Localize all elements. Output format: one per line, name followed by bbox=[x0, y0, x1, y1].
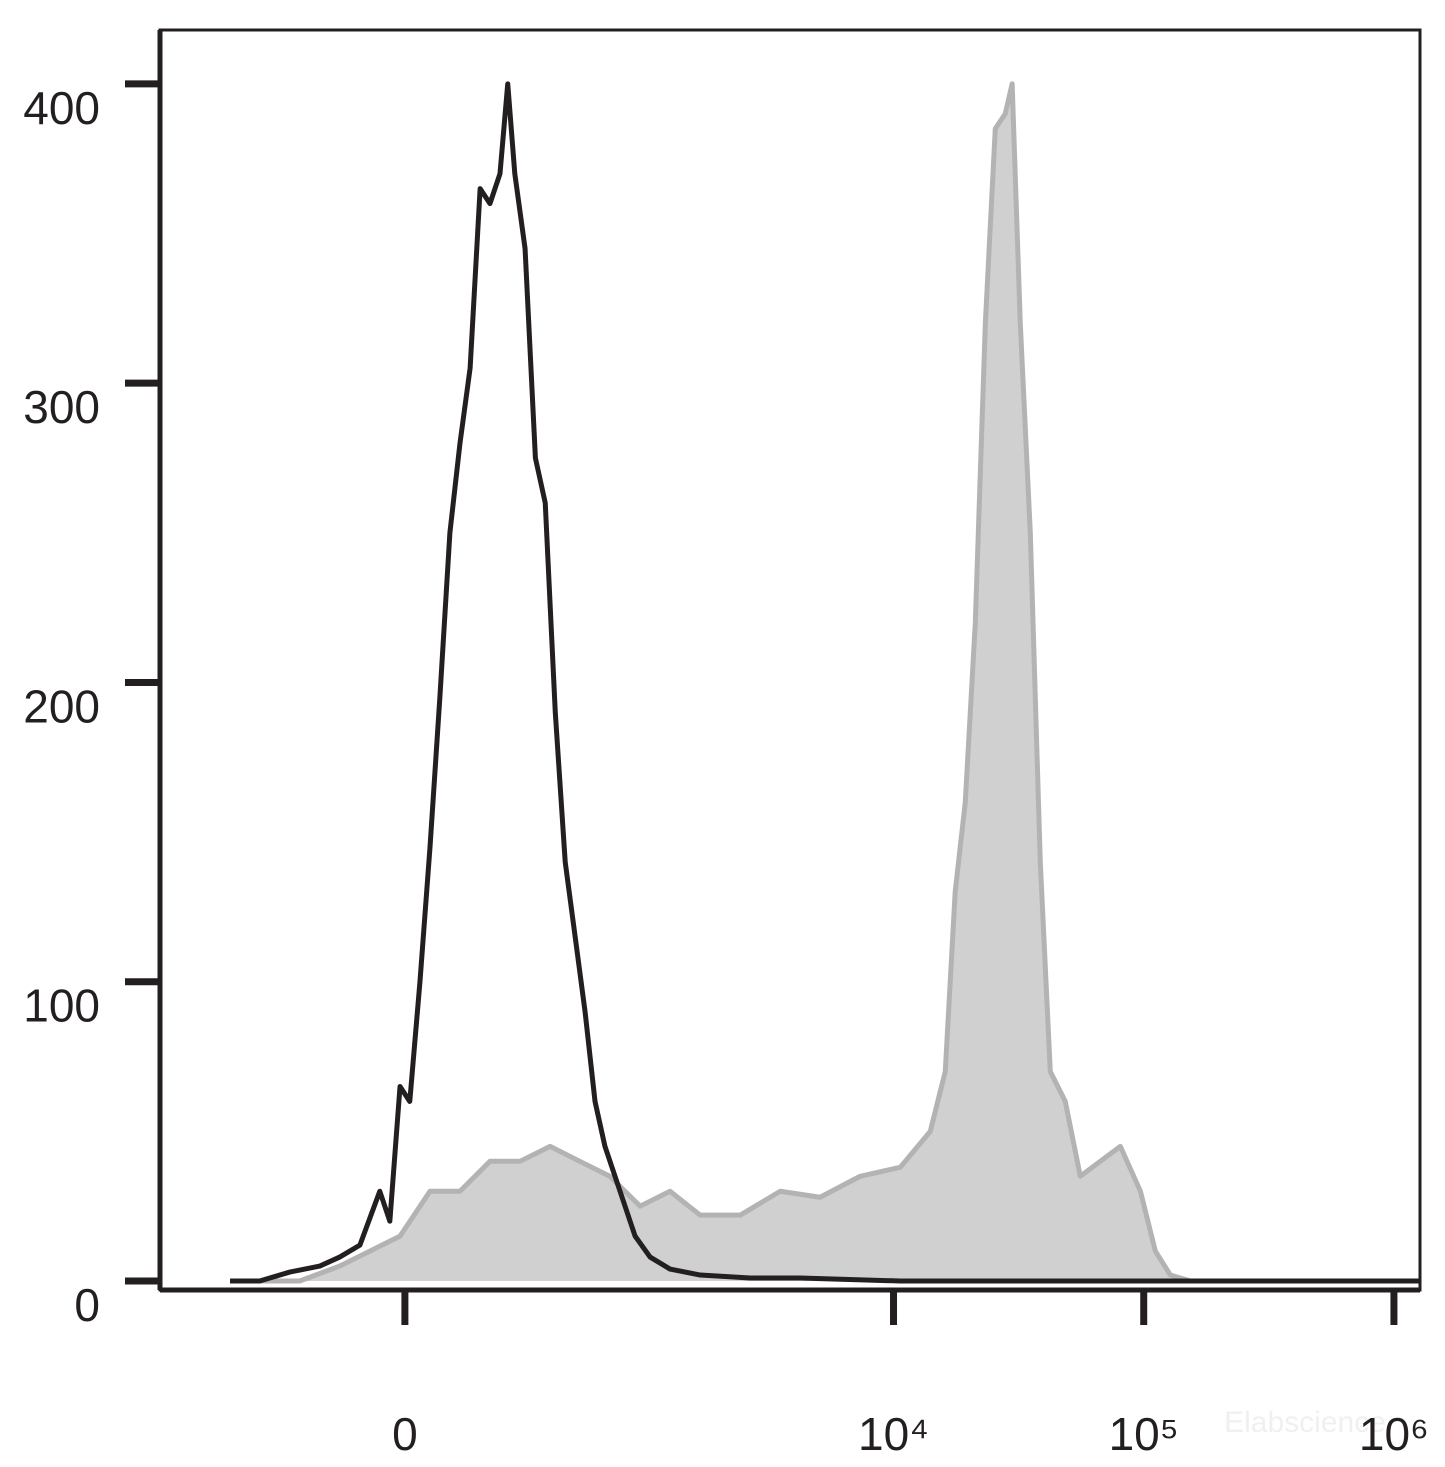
histogram-line bbox=[230, 81, 1420, 1284]
x-tick-label: 10⁵ bbox=[1109, 1408, 1179, 1460]
y-tick-label: 0 bbox=[74, 1279, 100, 1331]
x-tick-label: 10⁶ bbox=[1359, 1408, 1429, 1460]
y-tick-label: 200 bbox=[23, 680, 100, 732]
plot-frame bbox=[158, 28, 1422, 1292]
x-tick-label: 0 bbox=[392, 1408, 418, 1460]
histogram-edge bbox=[230, 81, 1420, 1284]
y-tick-label: 100 bbox=[23, 980, 100, 1032]
y-tick-label: 400 bbox=[23, 82, 100, 134]
watermark: Elabscience bbox=[1224, 1406, 1386, 1439]
x-tick-label: 10⁴ bbox=[858, 1408, 929, 1460]
y-tick-label: 300 bbox=[23, 381, 100, 433]
